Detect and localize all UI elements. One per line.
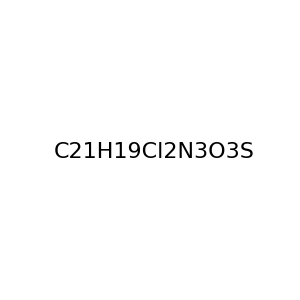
Text: C21H19Cl2N3O3S: C21H19Cl2N3O3S <box>53 142 254 161</box>
